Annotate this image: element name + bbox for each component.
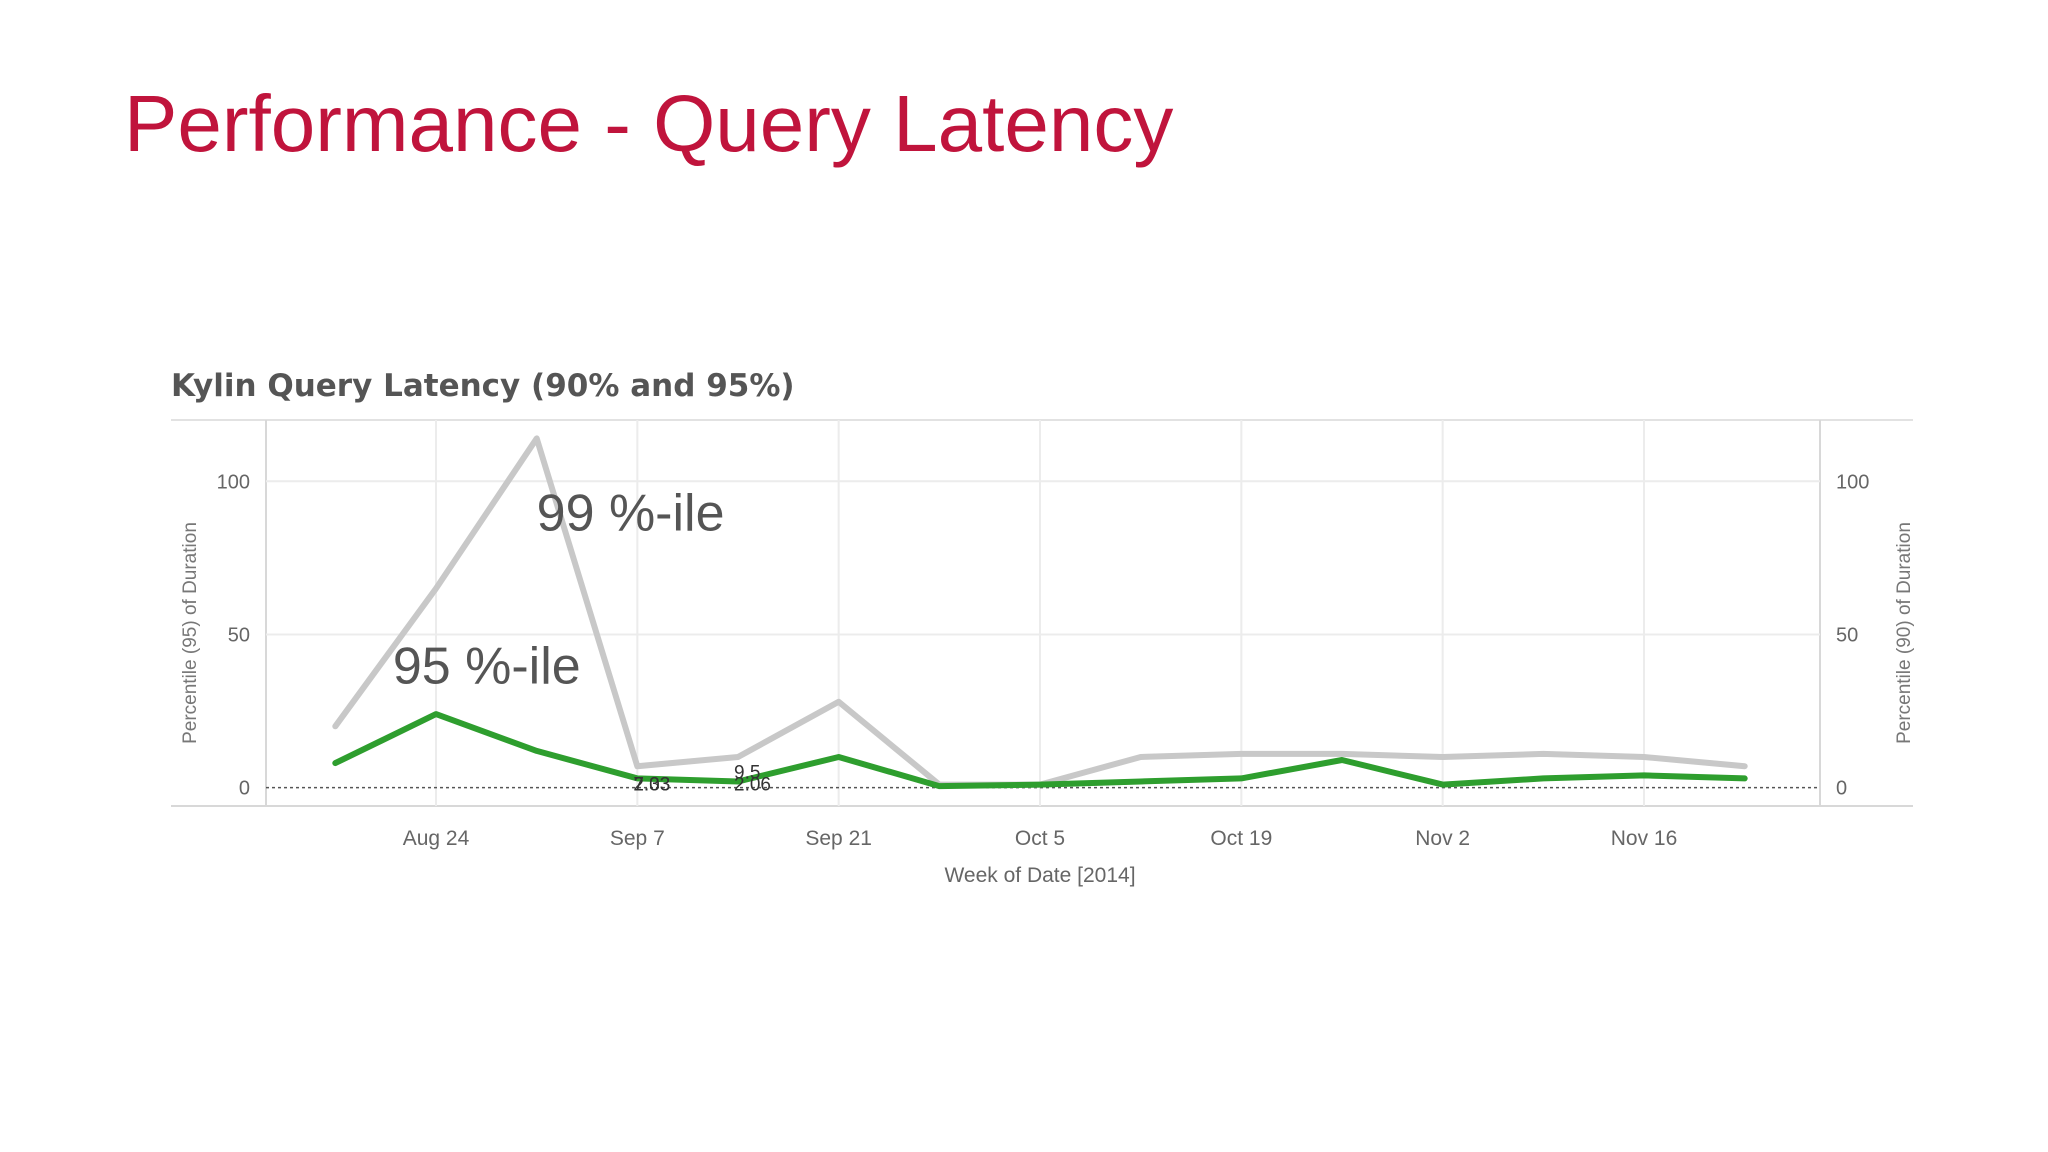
data-point <box>1138 778 1144 784</box>
data-point <box>534 748 540 754</box>
series-annotation: 99 %-ile <box>537 484 725 542</box>
y-axis-title-right: Percentile (90) of Duration <box>1894 522 1915 744</box>
y-tick-label-right: 50 <box>1836 624 1858 646</box>
data-point <box>1238 775 1244 781</box>
data-point <box>634 763 640 769</box>
x-tick-label: Nov 2 <box>1415 827 1470 850</box>
data-point <box>1339 757 1345 763</box>
data-point <box>534 435 540 441</box>
data-point <box>433 711 439 717</box>
data-point <box>332 723 338 729</box>
data-point <box>634 775 640 781</box>
data-point <box>836 754 842 760</box>
data-point <box>1540 751 1546 757</box>
slide-title: Performance - Query Latency <box>124 79 1174 168</box>
data-label: 2.06 <box>734 775 771 796</box>
data-point <box>1742 763 1748 769</box>
chart-title: Kylin Query Latency (90% and 95%) <box>171 368 795 404</box>
data-label: 9.5 <box>734 762 760 783</box>
y-tick-label-right: 0 <box>1836 778 1847 800</box>
data-point <box>936 783 942 789</box>
data-point <box>1440 754 1446 760</box>
x-axis-title: Week of Date [2014] <box>944 864 1135 887</box>
data-point <box>433 585 439 591</box>
data-point <box>735 754 741 760</box>
data-point <box>332 760 338 766</box>
x-tick-label: Sep 21 <box>805 827 872 850</box>
data-point <box>1540 775 1546 781</box>
data-point <box>1440 782 1446 788</box>
data-point <box>1641 754 1647 760</box>
x-tick-label: Oct 5 <box>1015 827 1065 850</box>
x-tick-label: Nov 16 <box>1611 827 1678 850</box>
y-axis-title-left: Percentile (95) of Duration <box>180 522 201 744</box>
data-label: 2.03 <box>633 775 670 796</box>
series-annotation: 95 %-ile <box>393 637 581 695</box>
x-tick-label: Aug 24 <box>403 827 470 850</box>
data-label: 7.33 <box>633 775 670 796</box>
y-tick-label-left: 50 <box>228 624 250 646</box>
x-tick-label: Sep 7 <box>610 827 665 850</box>
data-point <box>1742 775 1748 781</box>
data-point <box>1238 751 1244 757</box>
data-point <box>1037 782 1043 788</box>
data-point <box>1138 754 1144 760</box>
x-tick-label: Oct 19 <box>1210 827 1272 850</box>
data-point <box>1641 772 1647 778</box>
y-tick-label-right: 100 <box>1836 471 1869 493</box>
data-point <box>836 699 842 705</box>
data-point <box>735 778 741 784</box>
y-tick-label-left: 100 <box>217 471 250 493</box>
data-point <box>1339 751 1345 757</box>
y-tick-label-left: 0 <box>239 778 250 800</box>
